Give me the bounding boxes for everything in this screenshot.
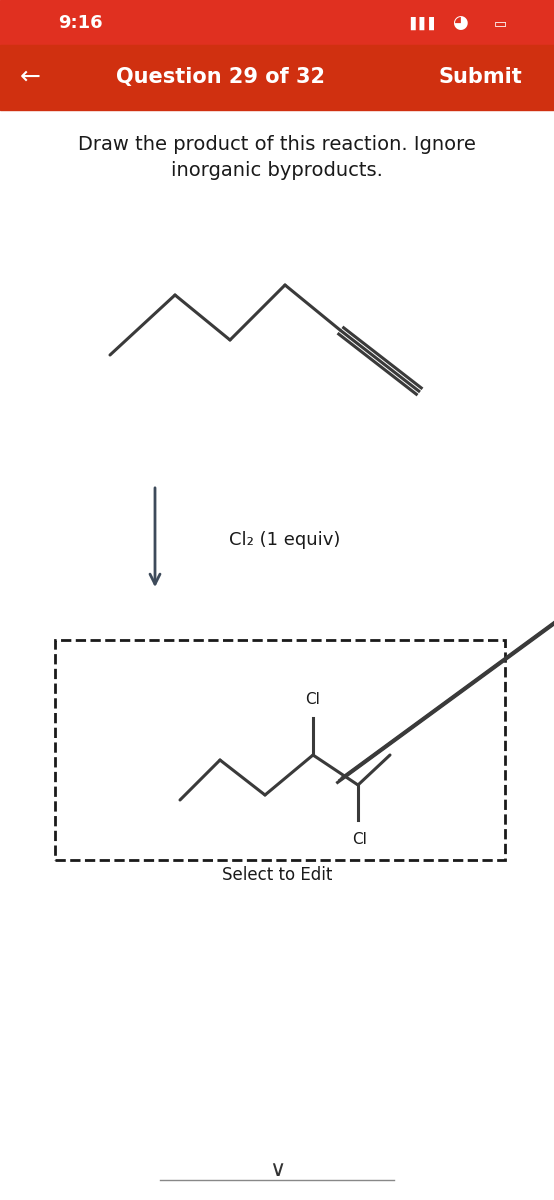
Text: ▐▐▐: ▐▐▐ (406, 17, 434, 30)
Text: inorganic byproducts.: inorganic byproducts. (171, 161, 383, 180)
Text: Select to Edit: Select to Edit (222, 866, 332, 884)
Text: ◕: ◕ (452, 14, 468, 32)
Text: Question 29 of 32: Question 29 of 32 (115, 67, 325, 86)
Text: Cl₂ (1 equiv): Cl₂ (1 equiv) (229, 530, 341, 550)
Bar (0, 44, 554, 110)
Text: Draw the product of this reaction. Ignore: Draw the product of this reaction. Ignor… (78, 136, 476, 155)
Text: ▭: ▭ (494, 16, 506, 30)
Text: 9:16: 9:16 (58, 14, 102, 32)
Text: ∨: ∨ (269, 1160, 285, 1180)
Text: Cl: Cl (306, 692, 320, 708)
FancyBboxPatch shape (55, 640, 505, 860)
Text: Cl: Cl (352, 833, 367, 847)
Text: ←: ← (19, 65, 40, 89)
Bar (0, 0, 554, 44)
Text: Submit: Submit (438, 67, 522, 86)
